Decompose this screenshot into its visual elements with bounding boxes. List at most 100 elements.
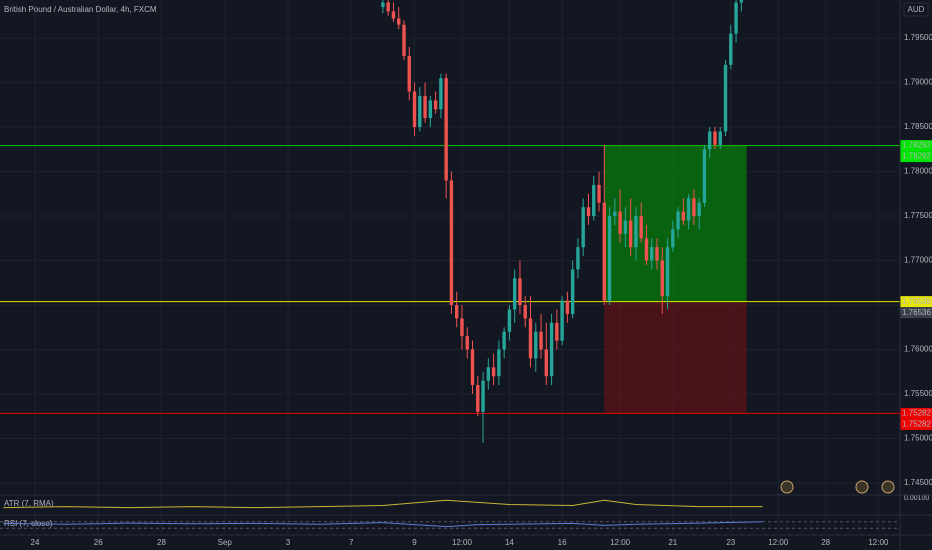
currency: AUD [908,5,925,14]
candle-body [523,305,527,319]
candle-body [734,2,738,34]
candle-body [449,180,454,306]
candle-body [386,2,390,12]
y-tick-label: 1.75500 [904,389,932,398]
candle-body [655,247,659,261]
price-label: 1.78292 [902,152,931,161]
candle-body [549,322,554,377]
y-tick-label: 1.78000 [904,167,932,176]
candle-body [697,202,701,217]
candle-body [639,216,643,239]
candle-body [460,318,464,337]
candle-body [560,300,564,341]
x-tick-label: 23 [726,538,735,547]
candle-body [713,131,717,145]
candle-body [607,216,612,301]
candle-body [433,100,438,110]
candle-body [634,216,638,248]
candle-body [418,95,422,128]
price-label: 1.75282 [902,409,931,418]
x-tick-label: 12:00 [868,538,889,547]
candle-body [665,247,670,297]
position-tool[interactable] [0,145,900,414]
candle-body [729,33,733,65]
x-tick-label: 12:00 [452,538,473,547]
candle-body [486,367,491,381]
candle-body [565,300,570,314]
candle-body [407,55,411,92]
candle-body [512,278,517,310]
candle-body [428,100,433,119]
candle-body [481,380,485,412]
profit-zone [604,145,747,302]
price-label-box [900,296,932,308]
candle-body [618,211,622,234]
indicator-tick-label: 0.00100 [904,495,929,502]
x-tick-label: 16 [558,538,567,547]
price-label-box [900,407,932,419]
candle-body [397,18,401,25]
candle-body [739,0,744,3]
candle-body [534,331,538,359]
event-icon[interactable] [881,480,895,494]
candle-body [555,322,559,341]
candle-body [454,305,459,319]
candle-body [381,2,385,7]
candle-body [623,220,628,234]
x-tick-label: Sep [218,538,233,547]
candle-body [576,247,580,270]
candle-body [502,331,506,350]
x-tick-label: 21 [668,538,677,547]
currency-box[interactable] [903,2,929,17]
candle-body [465,336,469,350]
x-tick-label: 28 [821,538,830,547]
price-label: 1.76538 [902,297,931,306]
price-label: 1.76536 [902,308,931,317]
indicator-label: ATR (7, RMA) [4,499,54,508]
x-tick-label: 24 [31,538,40,547]
candle-body [497,349,501,377]
loss-zone [604,301,747,414]
y-tick-label: 1.75000 [904,434,932,443]
candle-body [528,318,533,359]
price-label: 1.75282 [902,420,931,429]
candle-body [539,331,543,350]
candle-body [507,309,512,332]
candle-body [412,91,417,128]
candle-body [613,211,617,217]
candle-body [592,184,596,217]
x-tick-label: 7 [349,538,354,547]
candle-body [476,385,480,412]
candle-body [660,260,664,297]
candle-body [702,149,707,203]
candle-body [570,269,575,314]
candle-body [518,278,522,306]
x-tick-label: 9 [412,538,417,547]
candle-body [686,198,691,221]
candle-body [681,211,686,221]
y-tick-label: 1.79000 [904,78,932,87]
x-tick-label: 3 [286,538,291,547]
candle-body [544,349,549,377]
candle-body [597,184,601,203]
y-tick-label: 1.79500 [904,33,932,42]
indicator-line [3,499,763,509]
price-label-box [900,307,932,319]
candles [381,0,744,443]
candle-body [723,64,728,132]
event-icon[interactable] [855,480,869,494]
price-label-box [900,140,932,152]
candle-body [628,220,633,248]
event-icon[interactable] [780,480,794,494]
candle-body [491,367,496,377]
candle-body [423,95,427,119]
price-label-box [900,418,932,430]
candle-body [586,207,591,217]
price-label-box [900,151,932,163]
x-tick-label: 28 [157,538,166,547]
x-tick-label: 12:00 [768,538,789,547]
chart-title: British Pound / Australian Dollar, 4h, F… [4,5,157,14]
candle-body [692,198,696,217]
